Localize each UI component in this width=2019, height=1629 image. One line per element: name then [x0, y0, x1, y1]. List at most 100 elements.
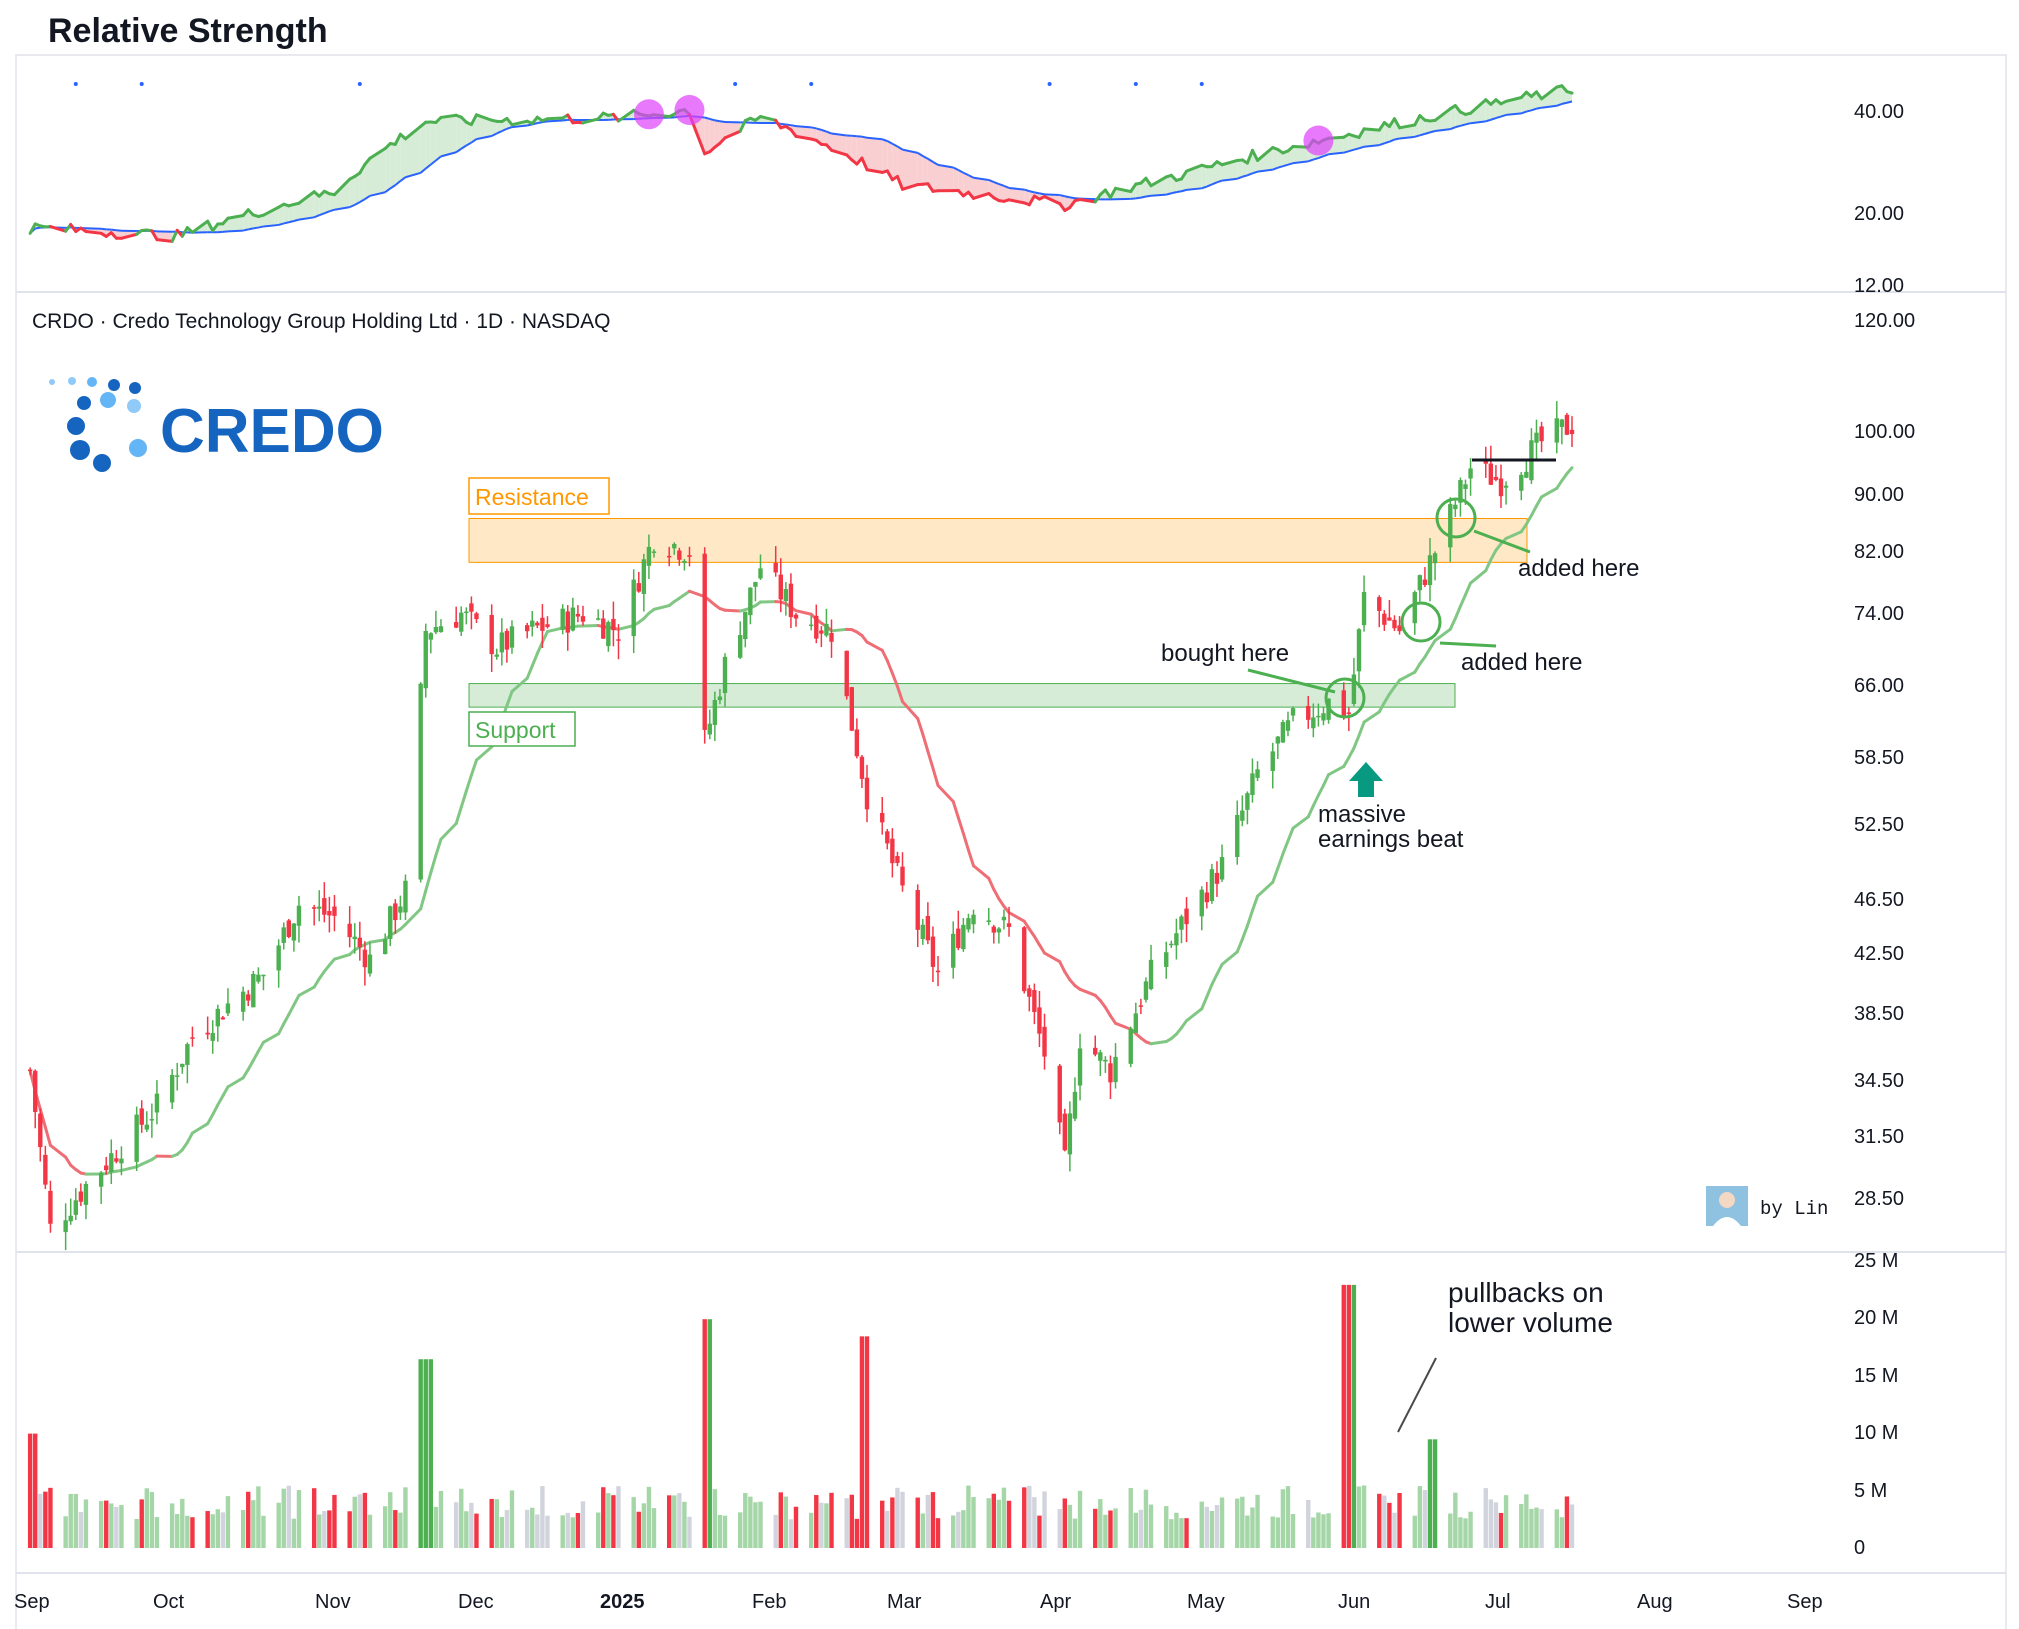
rs-fill: [1272, 147, 1278, 170]
price-tick: 46.50: [1854, 889, 1904, 911]
candle-body: [1524, 471, 1529, 478]
x-label-dec: Dec: [458, 1591, 494, 1613]
x-label-nov: Nov: [315, 1591, 351, 1613]
volume-bar: [1184, 1518, 1189, 1548]
price-tick: 90.00: [1854, 484, 1904, 506]
rs-ma-segment: [496, 130, 503, 135]
volume-bar: [1321, 1514, 1326, 1548]
rs-line-segment: [1250, 148, 1260, 162]
candle-body: [205, 1032, 210, 1035]
ma-segment: [1276, 852, 1285, 870]
rs-line-segment: [616, 108, 636, 123]
rs-ma-segment: [1003, 184, 1010, 189]
ma-segment: [282, 1013, 291, 1026]
logo-dot: [129, 439, 147, 457]
volume-bar: [1280, 1489, 1286, 1548]
volume-bar: [890, 1497, 895, 1548]
rs-fill: [1186, 165, 1202, 190]
rs-ma-segment: [957, 169, 964, 174]
volume-bar: [570, 1517, 576, 1548]
candle-body: [322, 898, 327, 915]
price-tick: 82.00: [1854, 541, 1904, 563]
rs-ma-segment: [1384, 140, 1390, 145]
rs-ma-segment: [1378, 142, 1385, 147]
rs-ma-segment: [1490, 117, 1497, 121]
rs-ma-segment: [1307, 158, 1314, 163]
volume-bar: [1250, 1507, 1255, 1548]
candle-body: [393, 903, 398, 921]
ma-segment: [1245, 908, 1254, 928]
rs-ma-segment: [1455, 124, 1461, 129]
candle-body: [530, 620, 535, 627]
volume-bar: [1417, 1486, 1423, 1548]
rs-ma-segment: [430, 159, 437, 166]
rs-ma-segment: [704, 116, 711, 120]
candle-body: [1067, 1113, 1073, 1155]
candle-body: [1179, 916, 1184, 930]
volume-bar: [1463, 1518, 1468, 1548]
ma-segment: [226, 1076, 245, 1089]
rs-fill: [1450, 105, 1456, 130]
volume-bar: [1214, 1505, 1220, 1548]
ma-segment: [454, 805, 463, 826]
ma-segment: [1037, 943, 1047, 955]
rs-ma-segment: [440, 151, 457, 158]
volume-bar: [1113, 1508, 1118, 1548]
candle-body: [1098, 1052, 1103, 1061]
volume-bar: [281, 1488, 286, 1548]
rs-ma-segment: [1536, 106, 1542, 110]
rs-line-segment: [261, 205, 281, 217]
volume-bar: [63, 1516, 68, 1548]
rs-line-segment: [1504, 96, 1523, 103]
resistance-zone: [468, 517, 1528, 563]
logo-dot: [49, 379, 55, 385]
candle-body: [651, 551, 657, 553]
volume-bar: [1174, 1512, 1179, 1548]
candle-body: [1199, 889, 1204, 917]
candle-body: [1493, 476, 1499, 480]
rs-fill: [283, 204, 289, 224]
candle-body: [1093, 1047, 1098, 1055]
ma-segment: [1149, 1040, 1168, 1046]
candle-body: [311, 907, 317, 909]
ma-segment: [1398, 670, 1417, 682]
rs-ma-segment: [886, 140, 893, 145]
candle-body: [73, 1200, 78, 1215]
rs-fill: [314, 191, 320, 218]
rs-line-segment: [170, 228, 179, 243]
candle-body: [611, 618, 616, 631]
ma-segment: [1200, 995, 1209, 1011]
rs-fill: [1470, 99, 1486, 124]
candle-body: [418, 683, 423, 880]
price-tick: 42.50: [1854, 943, 1904, 965]
rs-ma-segment: [359, 198, 366, 203]
candle-body: [1341, 690, 1346, 717]
candle-body: [210, 1033, 215, 1041]
ma-segment: [216, 1094, 225, 1107]
ma-segment: [1114, 1021, 1133, 1031]
rs-fill: [963, 172, 969, 196]
rs-line-segment: [860, 156, 869, 172]
ma-segment: [292, 993, 301, 1007]
x-label-aug: Aug: [1637, 1591, 1673, 1613]
volume-bar: [78, 1511, 84, 1548]
logo-dot: [67, 417, 85, 435]
volume-bar: [38, 1493, 43, 1548]
candle-body: [382, 939, 388, 955]
volume-bar: [403, 1487, 408, 1548]
volume-bar: [1062, 1498, 1068, 1548]
rs-fill: [496, 121, 502, 134]
volume-bar: [494, 1499, 499, 1548]
candle-body: [1417, 575, 1423, 591]
rs-ma-segment: [1323, 153, 1329, 158]
candle-body: [1306, 705, 1311, 720]
candle-body: [428, 633, 434, 640]
candle-body: [991, 926, 997, 933]
volume-bar: [1564, 1496, 1570, 1548]
volume-bar: [580, 1501, 586, 1548]
rs-fill: [217, 223, 223, 233]
ma-segment: [261, 1032, 281, 1044]
volume-bar: [33, 1433, 38, 1548]
rs-dot-marker: [1047, 82, 1052, 86]
volume-bar: [859, 1336, 865, 1548]
